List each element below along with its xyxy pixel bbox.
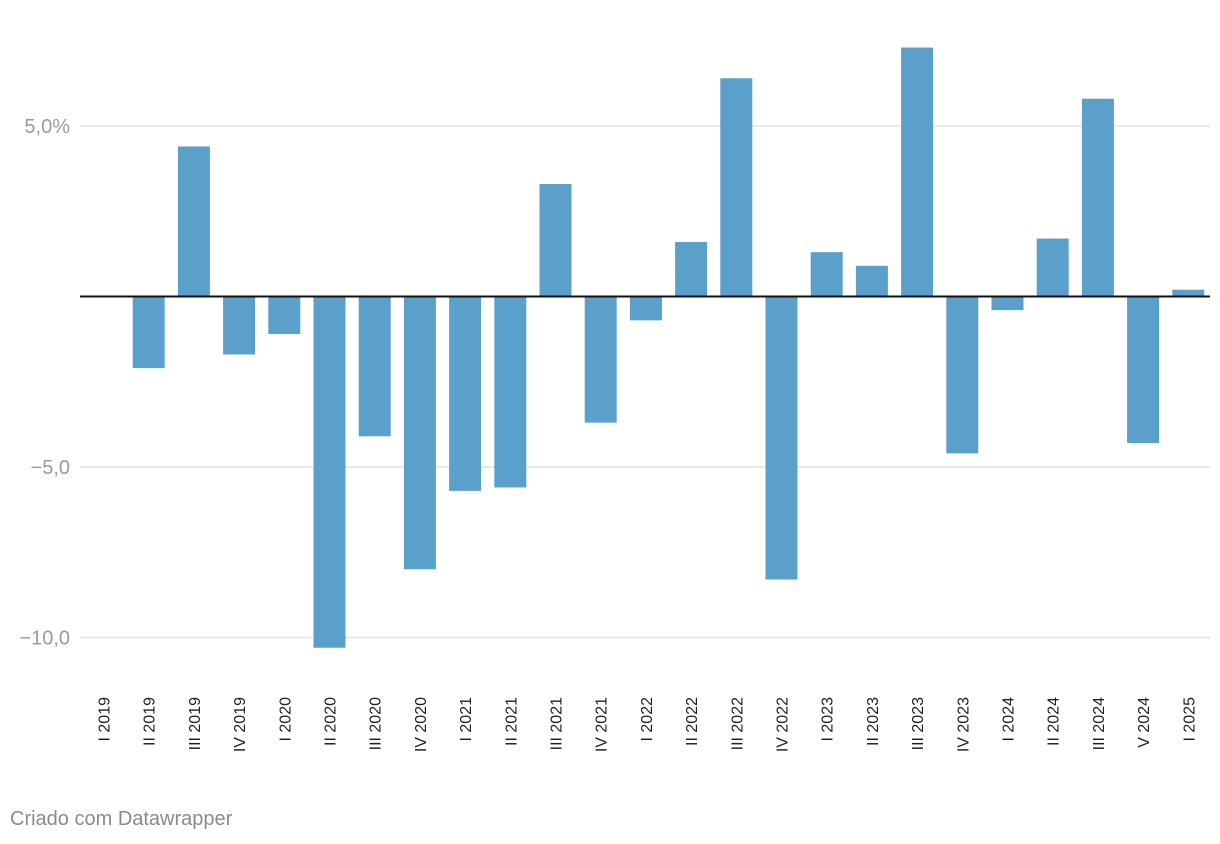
bar xyxy=(1127,296,1160,444)
bar xyxy=(177,146,210,297)
x-tick-label: III 2019 xyxy=(187,697,204,750)
bar xyxy=(810,252,843,297)
x-tick-label: III 2023 xyxy=(910,697,927,750)
x-tick-label: I 2023 xyxy=(820,697,837,742)
bar xyxy=(1036,238,1069,297)
x-tick-label: III 2020 xyxy=(368,697,385,750)
credit-text[interactable]: Criado com Datawrapper xyxy=(10,808,233,830)
y-tick-label: 5,0% xyxy=(24,116,70,138)
bar xyxy=(539,183,572,297)
bar xyxy=(449,296,482,491)
x-tick-label: IV 2021 xyxy=(594,697,611,752)
y-tick-label: −5,0 xyxy=(31,457,70,479)
bar xyxy=(313,296,346,648)
x-tick-label: II 2024 xyxy=(1046,697,1063,746)
x-tick-label: IV 2020 xyxy=(413,697,430,752)
bar xyxy=(584,296,617,423)
bar xyxy=(855,265,888,297)
x-tick-label: IV 2022 xyxy=(775,697,792,752)
x-tick-label: II 2022 xyxy=(684,697,701,746)
y-tick-label: −10,0 xyxy=(19,628,70,650)
x-tick-label: II 2021 xyxy=(503,697,520,746)
bar xyxy=(1172,289,1205,297)
x-tick-label: IV 2019 xyxy=(232,697,249,752)
bar-chart: 5,0% −5,0 −10,0 I 2019 II 2019 III 2019 IV 20… xyxy=(19,47,1210,752)
x-tick-label: III 2024 xyxy=(1091,697,1108,750)
bar xyxy=(358,296,391,437)
y-axis-labels: 5,0% −5,0 −10,0 xyxy=(19,116,70,650)
x-tick-label: I 2021 xyxy=(458,697,475,742)
bar xyxy=(403,296,436,570)
x-tick-label: I 2022 xyxy=(639,697,656,742)
gridlines xyxy=(80,125,1210,639)
bar xyxy=(720,78,753,297)
bar xyxy=(629,296,662,321)
x-tick-label: III 2021 xyxy=(549,697,566,750)
x-tick-label: I 2020 xyxy=(277,697,294,742)
x-tick-label: III 2022 xyxy=(729,697,746,750)
bar xyxy=(991,296,1024,311)
bars xyxy=(132,47,1205,648)
x-tick-label: II 2020 xyxy=(323,697,340,746)
bar xyxy=(132,296,165,369)
bar xyxy=(901,47,934,297)
x-tick-label: IV 2023 xyxy=(955,697,972,752)
x-tick-label: I 2024 xyxy=(1001,697,1018,742)
bar xyxy=(946,296,979,454)
x-tick-label: V 2024 xyxy=(1136,697,1153,748)
x-axis-labels: I 2019 II 2019 III 2019 IV 2019 I 2020 II 202… xyxy=(97,697,1199,752)
x-tick-label: II 2023 xyxy=(865,697,882,746)
x-tick-label: I 2025 xyxy=(1181,697,1198,742)
bar xyxy=(1081,98,1114,297)
bar xyxy=(268,296,301,335)
bar xyxy=(223,296,256,355)
x-tick-label: II 2019 xyxy=(142,697,159,746)
bar xyxy=(765,296,798,580)
bar xyxy=(675,241,708,297)
x-tick-label: I 2019 xyxy=(97,697,114,742)
bar xyxy=(494,296,527,488)
